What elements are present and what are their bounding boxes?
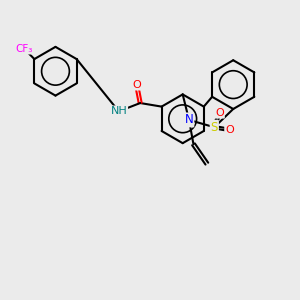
Text: N: N	[184, 113, 194, 126]
Text: O: O	[132, 80, 141, 90]
Text: S: S	[211, 121, 218, 134]
Text: O: O	[225, 125, 234, 135]
Text: O: O	[215, 108, 224, 118]
Text: CF₃: CF₃	[15, 44, 33, 54]
Text: NH: NH	[110, 106, 127, 116]
